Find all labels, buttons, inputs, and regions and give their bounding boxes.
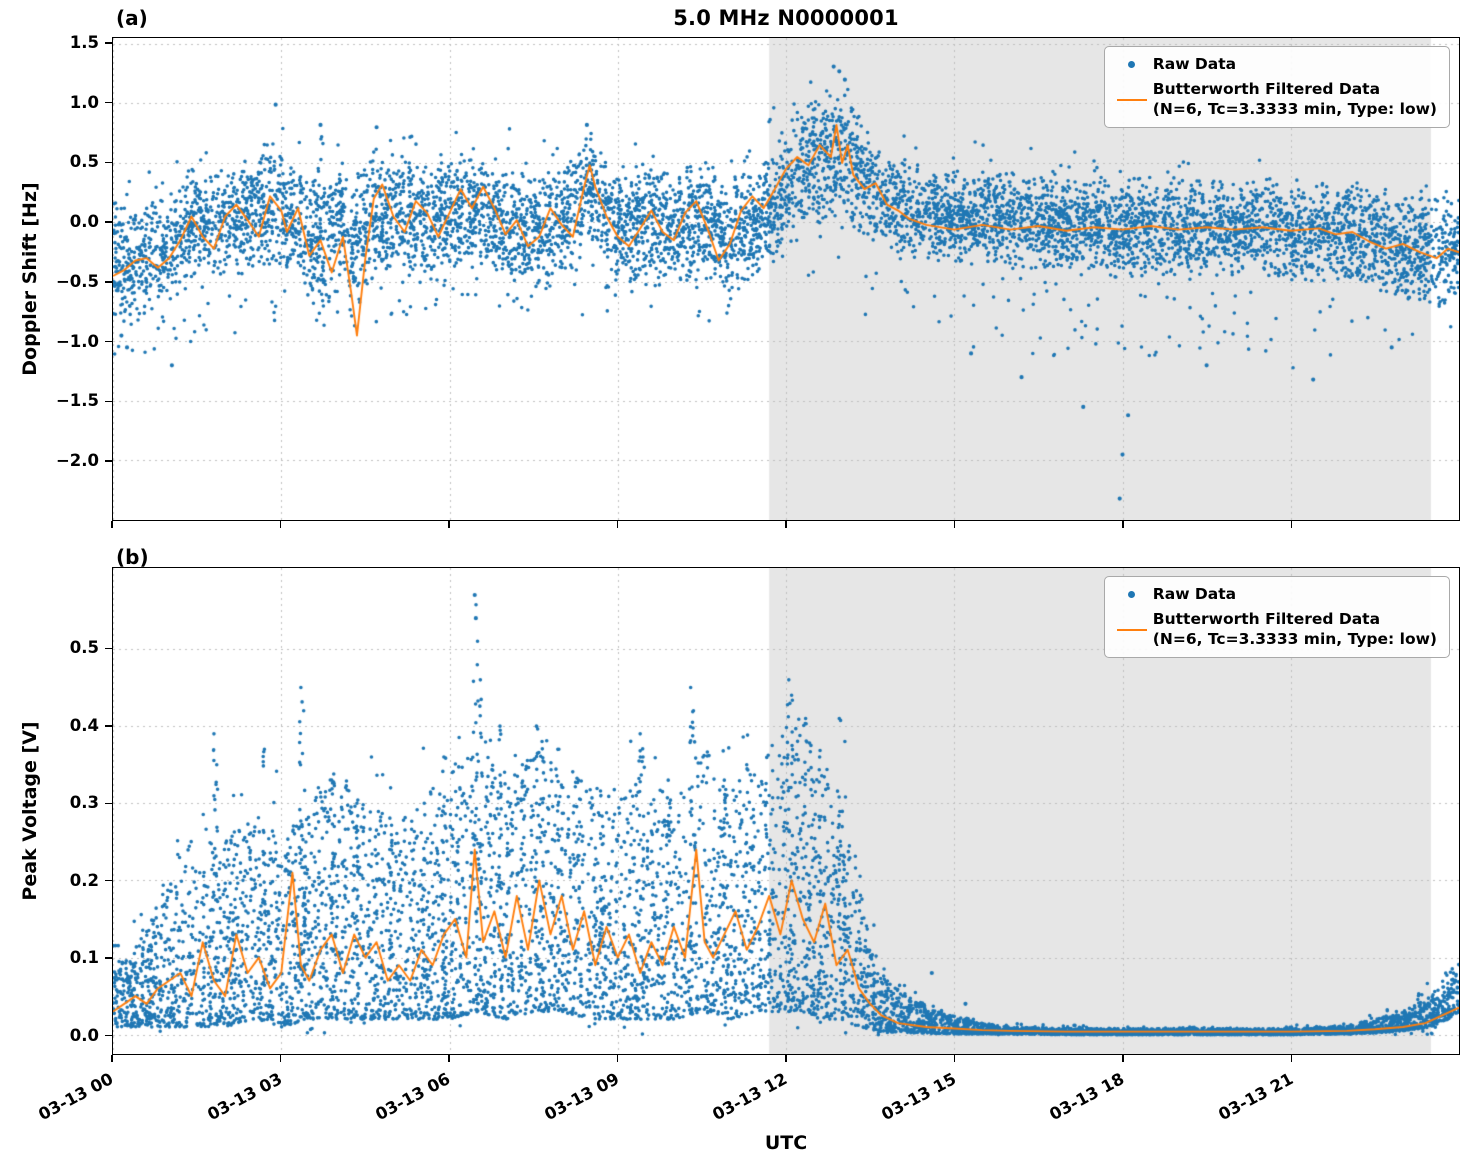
- y-tick-label: −1.0: [55, 331, 99, 351]
- raw-data-dot-icon: [1128, 61, 1136, 69]
- y-tick-mark: [105, 340, 112, 343]
- raw-data-legend-label: Raw Data: [1152, 585, 1237, 603]
- y-tick-label: 0.3: [69, 793, 99, 813]
- x-tick-mark: [785, 521, 787, 528]
- x-tick-mark: [1122, 521, 1124, 528]
- x-tick-mark: [616, 1055, 619, 1062]
- y-tick-label: 0.0: [69, 212, 99, 232]
- x-tick-mark: [1122, 1055, 1124, 1062]
- x-tick-label: 03-13 06: [372, 1069, 454, 1125]
- y-tick-label: −1.5: [55, 391, 99, 411]
- filtered-legend-label: Butterworth Filtered Data (N=6, Tc=3.3333…: [1153, 80, 1437, 120]
- panel-a-label: (a): [116, 6, 148, 30]
- y-tick-label: −0.5: [55, 271, 99, 291]
- filtered-legend-line2: (N=6, Tc=3.3333 min, Type: low): [1152, 629, 1437, 648]
- y-tick-mark: [105, 221, 112, 223]
- y-tick-mark: [105, 1034, 112, 1037]
- x-tick-label: 03-13 00: [35, 1069, 117, 1125]
- raw-data-dot-icon: [1128, 591, 1136, 599]
- legend-row-filtered: Butterworth Filtered Data (N=6, Tc=3.3333…: [1111, 610, 1437, 650]
- x-tick-mark: [111, 1055, 113, 1062]
- figure-title: 5.0 MHz N0000001: [673, 6, 899, 30]
- filtered-line-icon: [1116, 98, 1147, 101]
- y-tick-mark: [105, 725, 112, 727]
- panel-a-legend: Raw Data Butterworth Filtered Data (N=6, …: [1103, 46, 1450, 129]
- x-tick-label: 03-13 09: [540, 1069, 622, 1125]
- x-tick-mark: [953, 1055, 956, 1062]
- x-tick-label: 03-13 12: [709, 1069, 791, 1125]
- y-tick-mark: [105, 460, 112, 462]
- x-tick-label: 03-13 21: [1214, 1069, 1296, 1125]
- x-tick-label: 03-13 18: [1046, 1069, 1128, 1125]
- y-tick-label: 0.4: [69, 715, 99, 735]
- x-tick-label: 03-13 15: [877, 1069, 959, 1125]
- y-tick-mark: [105, 400, 112, 403]
- y-tick-mark: [105, 42, 112, 44]
- y-tick-mark: [105, 957, 112, 959]
- legend-marker-cell: [1111, 61, 1153, 69]
- y-tick-label: 0.0: [69, 1025, 99, 1045]
- x-tick-mark: [1290, 1055, 1293, 1062]
- legend-row-raw: Raw Data: [1111, 55, 1437, 75]
- x-tick-mark: [279, 1055, 282, 1062]
- filtered-legend-label: Butterworth Filtered Data (N=6, Tc=3.3333…: [1153, 610, 1437, 650]
- y-tick-mark: [105, 161, 112, 164]
- x-axis-label: UTC: [764, 1132, 808, 1154]
- y-tick-mark: [105, 281, 112, 283]
- x-tick-mark: [279, 521, 282, 528]
- y-tick-mark: [105, 879, 112, 882]
- x-tick-mark: [785, 1055, 787, 1062]
- y-tick-label: 0.5: [69, 152, 99, 172]
- y-tick-label: −2.0: [55, 451, 99, 471]
- y-tick-label: 0.5: [69, 638, 99, 658]
- legend-row-raw: Raw Data: [1111, 585, 1437, 605]
- raw-data-legend-label: Raw Data: [1152, 55, 1237, 73]
- y-tick-label: 1.0: [69, 92, 99, 112]
- x-tick-mark: [953, 521, 956, 528]
- filtered-legend-line1: Butterworth Filtered Data: [1152, 609, 1381, 628]
- filtered-legend-line2: (N=6, Tc=3.3333 min, Type: low): [1152, 99, 1437, 118]
- y-tick-mark: [105, 647, 112, 650]
- panel-b-legend: Raw Data Butterworth Filtered Data (N=6, …: [1103, 576, 1450, 659]
- filtered-legend-line1: Butterworth Filtered Data: [1152, 79, 1381, 98]
- y-tick-label: 0.2: [69, 870, 99, 890]
- legend-marker-cell: [1111, 591, 1153, 599]
- x-tick-mark: [448, 521, 450, 528]
- legend-marker-cell: [1111, 628, 1153, 631]
- x-tick-mark: [616, 521, 619, 528]
- panel-a-plot-area: Raw Data Butterworth Filtered Data (N=6, …: [112, 37, 1460, 521]
- y-tick-label: 0.1: [69, 948, 99, 968]
- legend-marker-cell: [1111, 98, 1153, 101]
- x-tick-mark: [111, 521, 113, 528]
- panel-b-plot-area: Raw Data Butterworth Filtered Data (N=6, …: [112, 567, 1460, 1055]
- panel-b-label: (b): [116, 545, 149, 569]
- x-tick-mark: [1290, 521, 1293, 528]
- x-tick-label: 03-13 03: [203, 1069, 285, 1125]
- x-tick-mark: [448, 1055, 450, 1062]
- y-tick-mark: [105, 802, 112, 804]
- filtered-line-icon: [1116, 628, 1147, 631]
- y-tick-mark: [105, 101, 112, 104]
- y-tick-label: 1.5: [69, 32, 99, 52]
- legend-row-filtered: Butterworth Filtered Data (N=6, Tc=3.3333…: [1111, 80, 1437, 120]
